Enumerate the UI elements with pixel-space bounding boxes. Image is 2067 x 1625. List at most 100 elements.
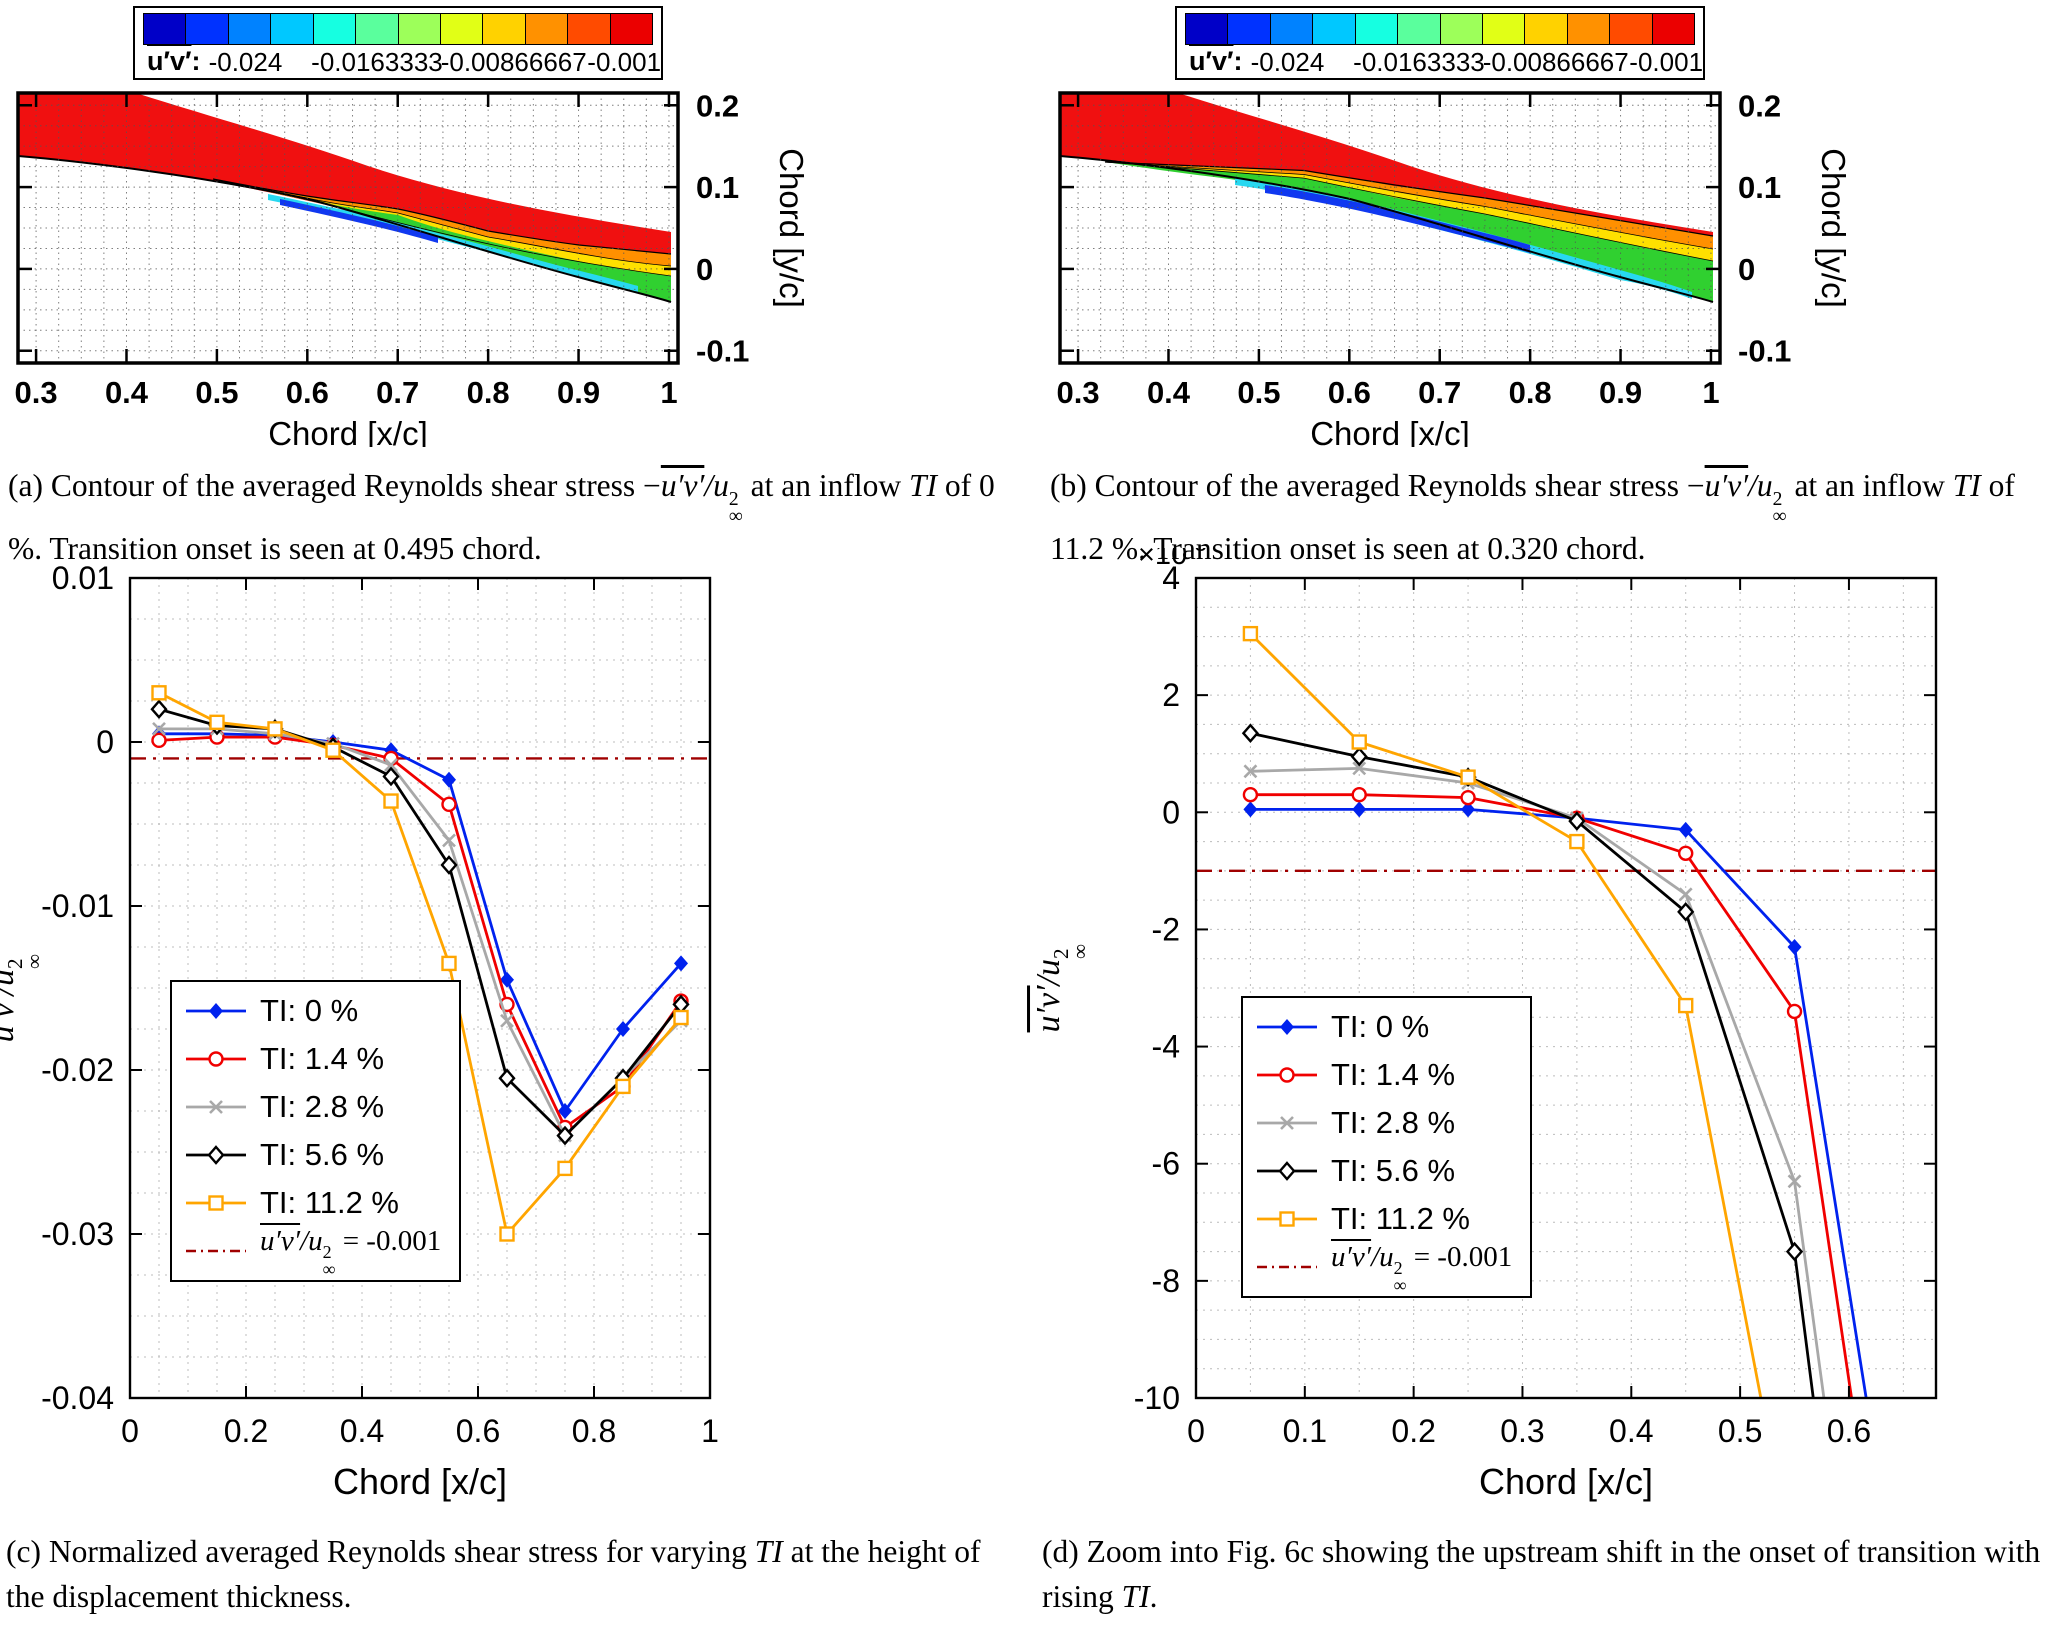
legend-item: TI: 5.6 %: [184, 1132, 441, 1178]
svg-text:0.3: 0.3: [1500, 1413, 1544, 1449]
colorbar-segment: [1186, 14, 1228, 44]
line-chart-d: 0 0.1 0.2 0.3 0.4 0.5 0.6 4 2 0 -2 -4 -6 -8 -10 Chord […: [1134, 531, 1938, 1502]
legend-item: TI: 0 %: [184, 988, 441, 1034]
colorbar-tick: -0.00866667: [440, 47, 587, 77]
svg-text:1: 1: [660, 375, 677, 410]
colorbar-segment: [1609, 14, 1652, 44]
svg-text:-6: -6: [1152, 1146, 1180, 1182]
colorbar-segment: [1227, 14, 1270, 44]
colorbar-segment: [1566, 14, 1610, 44]
colorbar-segment: [567, 14, 610, 44]
legend-item-ref-line: u′v′/u 2 ∞ = -0.001: [1255, 1241, 1513, 1295]
svg-text:0: 0: [1187, 1413, 1205, 1449]
contour-axis-labels-b: 0.3 0.4 0.5 0.6 0.7 0.8 0.9 1 0.2 0.1 0 -0.1 Chord […: [1057, 88, 1850, 447]
legend-label: TI: 2.8 %: [1331, 1105, 1456, 1140]
colorbar-segment: [1354, 14, 1398, 44]
svg-text:0.7: 0.7: [1418, 375, 1461, 410]
svg-text:0: 0: [1162, 794, 1180, 830]
chart-d-legend: TI: 0 % TI: 1.4 % TI: 2.8 % TI: 5.6 % TI: 11…: [1241, 996, 1533, 1298]
svg-text:Chord [x/c]: Chord [x/c]: [1479, 1461, 1653, 1502]
contour-line: [1104, 161, 1714, 237]
svg-text:0.2: 0.2: [1738, 88, 1781, 123]
core-blue: [280, 199, 438, 243]
svg-text:0: 0: [1738, 252, 1755, 287]
colorbar-segment: [144, 14, 186, 44]
svg-text:0.3: 0.3: [15, 375, 58, 410]
contour-shapes-a: [18, 93, 672, 303]
chart-c-wrap: 0 0.2 0.4 0.6 0.8 1 0.01 0 -0.01 -0.02 -0.03 -0.04 C…: [0, 548, 1030, 1513]
colorbar-segment: [1439, 14, 1482, 44]
contour-axes-a: [16, 91, 680, 365]
caption-d: (d) Zoom into Fig. 6c showing the upstre…: [1042, 1534, 2041, 1614]
svg-text:Chord [x/c]: Chord [x/c]: [1310, 415, 1470, 447]
legend-item: TI: 2.8 %: [184, 1084, 441, 1130]
legend-item: TI: 2.8 %: [1255, 1100, 1512, 1146]
legend-item: TI: 1.4 %: [1255, 1052, 1512, 1098]
legend-label: TI: 0 %: [1331, 1009, 1430, 1044]
panel-b: u′v′: -0.024 -0.0163333 -0.00866667 -0.0…: [1050, 6, 2065, 571]
svg-text:0.3: 0.3: [1057, 375, 1100, 410]
legend-label: TI: 5.6 %: [260, 1137, 385, 1172]
colorbar-segment: [185, 14, 228, 44]
svg-text:Chord [y/c]: Chord [y/c]: [773, 148, 808, 308]
legend-label: TI: 11.2 %: [1331, 1201, 1470, 1236]
legend-item: TI: 11.2 %: [184, 1180, 441, 1226]
svg-text:-0.1: -0.1: [696, 334, 749, 369]
panel-c: 0 0.2 0.4 0.6 0.8 1 0.01 0 -0.01 -0.02 -0.03 -0.04 C…: [0, 548, 1030, 1619]
caption-a: (a) Contour of the averaged Reynolds she…: [8, 468, 995, 566]
svg-text:-4: -4: [1152, 1029, 1180, 1065]
layer-orange: [213, 179, 671, 266]
svg-text:-10: -10: [1134, 1380, 1180, 1416]
colorbar-segment: [524, 14, 568, 44]
svg-text:0.1: 0.1: [1283, 1413, 1327, 1449]
colorbar-tick: -0.001: [1629, 47, 1704, 77]
chart-c-ylabel: u′v′/u 2 ∞: [0, 953, 47, 1043]
svg-text:0.8: 0.8: [1509, 375, 1552, 410]
svg-text:-0.01: -0.01: [41, 888, 114, 924]
colorbar-tick: -0.024: [1250, 47, 1325, 77]
svg-text:0: 0: [696, 252, 713, 287]
legend-label: TI: 11.2 %: [260, 1185, 399, 1220]
colorbar-strip: [143, 13, 653, 45]
airfoil-surface: [1060, 155, 1714, 303]
legend-refline-label: u′v′/u 2 ∞ = -0.001: [1331, 1241, 1513, 1295]
colorbar-tick: -0.001: [587, 47, 662, 77]
svg-text:2: 2: [1162, 677, 1180, 713]
colorbar-segment: [312, 14, 356, 44]
legend-refline-sample: [1257, 1265, 1317, 1269]
svg-text:0.6: 0.6: [1328, 375, 1371, 410]
svg-text:0.1: 0.1: [1738, 170, 1781, 205]
colorbar-b: u′v′: -0.024 -0.0163333 -0.00866667 -0.0…: [1175, 6, 1705, 80]
svg-text:0: 0: [121, 1413, 139, 1449]
svg-text:0.01: 0.01: [52, 560, 114, 596]
legend-label: TI: 0 %: [260, 993, 359, 1028]
legend-marker-sample: [186, 1100, 246, 1114]
svg-text:0.2: 0.2: [696, 88, 739, 123]
colorbar-labels: u′v′: -0.024 -0.0163333 -0.00866667 -0.0…: [1177, 46, 1703, 78]
chart-d-wrap: 0 0.1 0.2 0.3 0.4 0.5 0.6 4 2 0 -2 -4 -6 -8 -10 Chord […: [1030, 531, 2067, 1513]
panel-d: 0 0.1 0.2 0.3 0.4 0.5 0.6 4 2 0 -2 -4 -6 -8 -10 Chord […: [1030, 531, 2067, 1619]
contour-shapes-b: [1060, 93, 1714, 303]
svg-text:0.1: 0.1: [696, 170, 739, 205]
legend-label: TI: 2.8 %: [260, 1089, 385, 1124]
svg-text:0.8: 0.8: [572, 1413, 616, 1449]
colorbar-segment: [1312, 14, 1355, 44]
legend-item: TI: 1.4 %: [184, 1036, 441, 1082]
svg-text:1: 1: [1702, 375, 1719, 410]
colorbar-segment: [1397, 14, 1440, 44]
svg-text:0.9: 0.9: [557, 375, 600, 410]
svg-text:-0.04: -0.04: [41, 1380, 114, 1416]
colorbar-segment: [227, 14, 271, 44]
colorbar-tick: -0.0163333: [311, 47, 443, 77]
svg-text:0.4: 0.4: [1147, 375, 1191, 410]
legend-item: TI: 5.6 %: [1255, 1148, 1512, 1194]
svg-text:4: 4: [1162, 560, 1180, 596]
colorbar-segment: [1524, 14, 1567, 44]
svg-text:-0.03: -0.03: [41, 1216, 114, 1252]
svg-text:Chord [x/c]: Chord [x/c]: [268, 415, 428, 447]
svg-text:0.4: 0.4: [340, 1413, 384, 1449]
svg-text:0.6: 0.6: [1827, 1413, 1871, 1449]
svg-text:0.5: 0.5: [195, 375, 238, 410]
colorbar-segment: [270, 14, 313, 44]
legend-marker-sample: [186, 1051, 246, 1067]
